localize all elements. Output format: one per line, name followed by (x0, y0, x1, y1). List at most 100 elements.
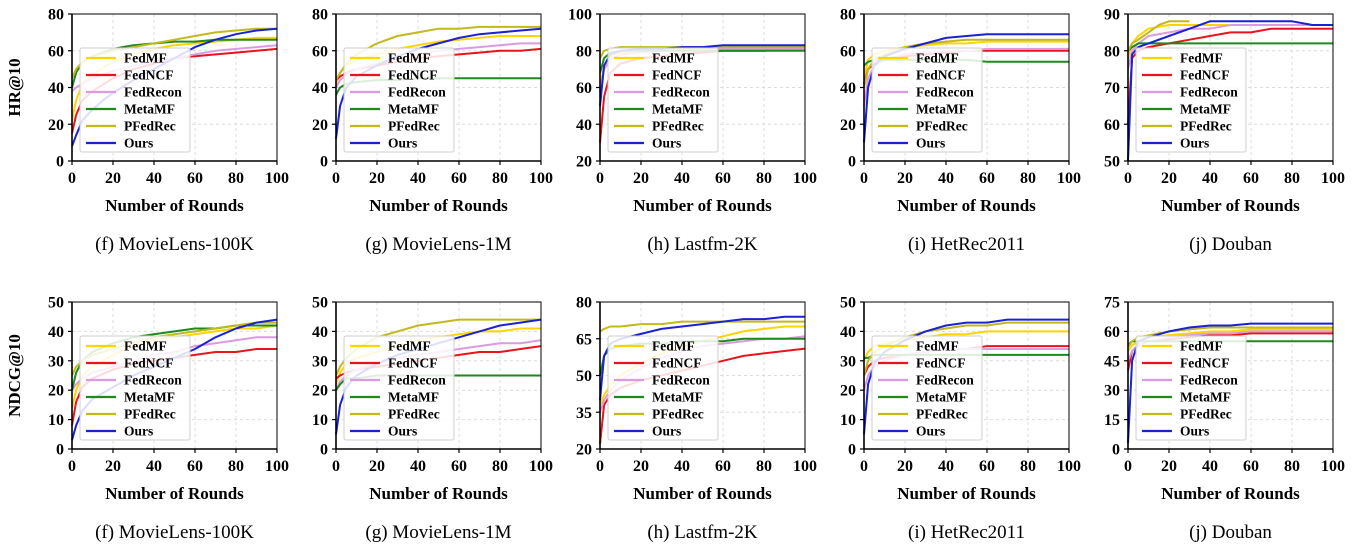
legend-label-ours: Ours (652, 136, 681, 151)
x-axis-label: Number of Rounds (633, 484, 772, 503)
y-tick-label: 0 (1112, 442, 1120, 459)
x-tick-label: 80 (228, 458, 244, 475)
legend: FedMF FedNCF FedRecon MetaMF PFedRec Ours (80, 48, 190, 152)
x-tick-label: 0 (332, 458, 340, 475)
y-tick-label: 60 (1104, 117, 1120, 134)
x-tick-label: 0 (332, 170, 340, 187)
x-tick-label: 100 (793, 458, 817, 475)
x-tick-label: 80 (756, 458, 772, 475)
legend-label-fedrecon: FedRecon (1180, 85, 1238, 100)
x-axis-label: Number of Rounds (897, 196, 1036, 215)
x-tick-label: 100 (1057, 170, 1081, 187)
legend-label-fedncf: FedNCF (388, 356, 438, 371)
x-tick-label: 40 (146, 170, 162, 187)
y-tick-label: 60 (312, 43, 328, 60)
legend-label-metamf: MetaMF (652, 102, 703, 117)
y-tick-label: 40 (840, 80, 856, 97)
x-axis-label: Number of Rounds (1161, 196, 1300, 215)
x-tick-label: 60 (1243, 458, 1259, 475)
y-tick-label: 20 (48, 383, 64, 400)
y-tick-label: 40 (312, 80, 328, 97)
legend: FedMF FedNCF FedRecon MetaMF PFedRec Ours (344, 48, 454, 152)
legend-label-pfedrec: PFedRec (652, 407, 704, 422)
legend: FedMF FedNCF FedRecon MetaMF PFedRec Ours (80, 336, 190, 440)
legend-label-fedmf: FedMF (1180, 51, 1223, 66)
legend-label-fedrecon: FedRecon (916, 85, 974, 100)
y-tick-label: 40 (48, 80, 64, 97)
y-tick-label: 80 (1104, 43, 1120, 60)
legend-label-pfedrec: PFedRec (124, 119, 176, 134)
y-tick-label: 20 (840, 383, 856, 400)
y-tick-label: 80 (576, 295, 592, 312)
x-tick-label: 60 (715, 170, 731, 187)
y-tick-label: 20 (48, 117, 64, 134)
x-tick-label: 100 (793, 170, 817, 187)
y-tick-label: 10 (312, 412, 328, 429)
y-axis-label: NDCG@10 (5, 334, 24, 417)
legend-label-ours: Ours (124, 424, 153, 439)
y-tick-label: 90 (1104, 7, 1120, 24)
y-tick-label: 60 (48, 43, 64, 60)
chart-panel: 0 20 40 60 80 100 0 15 30 45 60 75 Number of Rounds (… (1104, 295, 1345, 544)
x-tick-label: 60 (979, 170, 995, 187)
y-tick-label: 20 (840, 117, 856, 134)
x-tick-label: 60 (715, 458, 731, 475)
x-tick-label: 0 (1124, 170, 1132, 187)
y-tick-label: 50 (48, 295, 64, 312)
y-tick-label: 0 (56, 442, 64, 459)
legend-label-metamf: MetaMF (1180, 390, 1231, 405)
x-tick-label: 20 (105, 458, 121, 475)
x-tick-label: 60 (1243, 170, 1259, 187)
y-tick-label: 15 (1104, 412, 1120, 429)
x-tick-label: 60 (451, 458, 467, 475)
y-tick-label: 60 (840, 43, 856, 60)
x-tick-label: 0 (1124, 458, 1132, 475)
y-tick-label: 50 (840, 295, 856, 312)
y-tick-label: 80 (576, 43, 592, 60)
legend-label-fedmf: FedMF (1180, 339, 1223, 354)
x-tick-label: 0 (68, 458, 76, 475)
chart-caption: (g) MovieLens-1M (365, 522, 511, 543)
y-tick-label: 40 (840, 324, 856, 341)
x-axis-label: Number of Rounds (105, 196, 244, 215)
y-tick-label: 10 (840, 412, 856, 429)
x-tick-label: 20 (1161, 458, 1177, 475)
y-tick-label: 30 (1104, 383, 1120, 400)
x-tick-label: 40 (674, 458, 690, 475)
x-tick-label: 40 (938, 170, 954, 187)
legend-label-ours: Ours (124, 136, 153, 151)
legend-label-metamf: MetaMF (124, 390, 175, 405)
x-tick-label: 80 (756, 170, 772, 187)
y-axis-label: HR@10 (5, 58, 24, 116)
chart-panel: 0 20 40 60 80 100 0 20 40 60 80 Number of Rounds HR@… (5, 7, 289, 256)
x-tick-label: 40 (410, 170, 426, 187)
legend: FedMF FedNCF FedRecon MetaMF PFedRec Ours (344, 336, 454, 440)
y-tick-label: 30 (312, 353, 328, 370)
y-tick-label: 50 (312, 295, 328, 312)
legend-label-pfedrec: PFedRec (388, 407, 440, 422)
x-axis-label: Number of Rounds (369, 196, 508, 215)
legend-label-fedncf: FedNCF (652, 356, 702, 371)
legend-label-fedrecon: FedRecon (388, 373, 446, 388)
x-tick-label: 80 (1020, 458, 1036, 475)
legend-label-metamf: MetaMF (916, 102, 967, 117)
x-tick-label: 0 (860, 458, 868, 475)
y-tick-label: 50 (576, 368, 592, 385)
x-tick-label: 60 (979, 458, 995, 475)
y-tick-label: 80 (312, 7, 328, 24)
legend-label-fedrecon: FedRecon (652, 373, 710, 388)
x-tick-label: 100 (529, 170, 553, 187)
x-tick-label: 60 (187, 458, 203, 475)
chart-panel: 0 20 40 60 80 1002035506580Number of Rounds(h… (576, 295, 817, 544)
legend-label-metamf: MetaMF (124, 102, 175, 117)
y-tick-label: 0 (320, 442, 328, 459)
x-tick-label: 0 (596, 458, 604, 475)
legend-label-pfedrec: PFedRec (652, 119, 704, 134)
chart-panel: 0 20 40 60 80 100 0 10 20 30 40 50 Number of Rounds (… (840, 295, 1081, 544)
legend-label-fedrecon: FedRecon (124, 85, 182, 100)
x-tick-label: 0 (68, 170, 76, 187)
chart-panel: 0 20 40 60 80 100 0 20 40 60 80 Number of Rounds (i)… (840, 7, 1081, 256)
x-tick-label: 20 (897, 170, 913, 187)
y-tick-label: 45 (1104, 353, 1120, 370)
